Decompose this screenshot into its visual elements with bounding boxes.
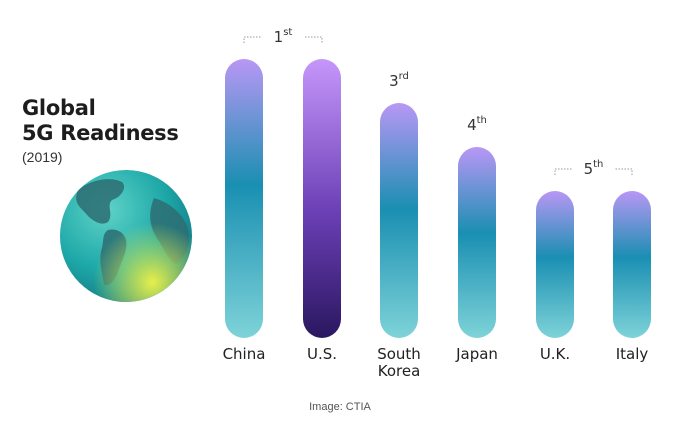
globe-graphic bbox=[60, 170, 192, 302]
category-label-u-s: U.S. bbox=[307, 345, 337, 363]
chart-title-line-2: 5G Readiness bbox=[22, 121, 179, 145]
bar-south-korea bbox=[380, 103, 418, 338]
chart-title-line-1: Global bbox=[22, 96, 96, 120]
category-label-japan: Japan bbox=[455, 345, 498, 363]
chart-subtitle: (2019) bbox=[22, 149, 63, 165]
category-label-u-k: U.K. bbox=[540, 345, 570, 363]
category-label-italy: Italy bbox=[616, 345, 649, 363]
category-label-china: China bbox=[223, 345, 266, 363]
globe-highlight bbox=[60, 170, 192, 302]
bar-u-s bbox=[303, 59, 341, 338]
rank-label-4th: 4th bbox=[467, 115, 487, 134]
bar-japan bbox=[458, 147, 496, 338]
rank-label-5th: 5th bbox=[584, 159, 604, 178]
rank-bracket-1 bbox=[243, 36, 323, 43]
rank-label-3rd: 3rd bbox=[389, 71, 409, 90]
category-label-south-korea-line-1: South bbox=[377, 345, 421, 363]
bars-layer bbox=[225, 59, 651, 338]
bar-china bbox=[225, 59, 263, 338]
rank-bracket-5 bbox=[554, 168, 633, 175]
bar-italy bbox=[613, 191, 651, 338]
title-block: Global 5G Readiness (2019) bbox=[22, 96, 179, 165]
globe-icon bbox=[58, 168, 194, 304]
image-credit: Image: CTIA bbox=[309, 401, 371, 413]
bar-u-k bbox=[536, 191, 574, 338]
category-label-south-korea-line-2: Korea bbox=[378, 362, 421, 380]
rank-labels: 1st 3rd 4th 5th bbox=[243, 27, 633, 178]
rank-label-1st: 1st bbox=[274, 27, 293, 46]
